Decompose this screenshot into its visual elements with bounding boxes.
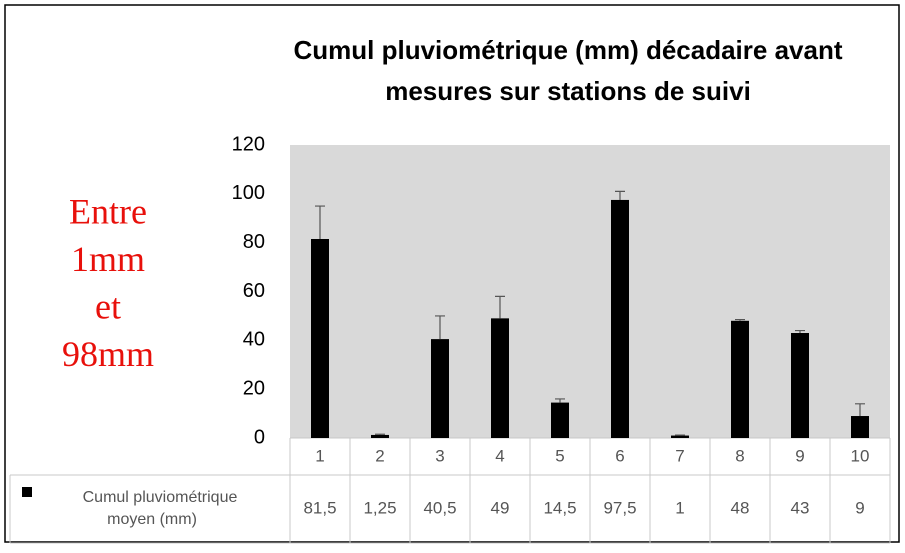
bar [791, 333, 809, 438]
y-tick-label: 120 [232, 133, 265, 155]
annotation: 98mm [62, 334, 154, 374]
x-tick-label: 2 [375, 446, 384, 465]
data-label: 81,5 [303, 498, 336, 517]
y-tick-label: 100 [232, 182, 265, 204]
y-tick-label: 80 [243, 231, 265, 253]
bar [671, 436, 689, 438]
y-tick-label: 40 [243, 329, 265, 351]
bar [371, 435, 389, 438]
data-label: 48 [731, 498, 750, 517]
chart-title: mesures sur stations de suivi [385, 76, 751, 106]
data-label: 1,25 [363, 498, 396, 517]
x-tick-label: 5 [555, 446, 564, 465]
annotation: 1mm [71, 239, 145, 279]
y-tick-label: 60 [243, 280, 265, 302]
x-tick-label: 8 [735, 446, 744, 465]
bar [851, 416, 869, 438]
x-tick-label: 4 [495, 446, 504, 465]
data-label: 97,5 [603, 498, 636, 517]
data-label: 1 [675, 498, 684, 517]
data-label: 9 [855, 498, 864, 517]
x-tick-label: 10 [851, 446, 870, 465]
chart-title: Cumul pluviométrique (mm) décadaire avan… [293, 35, 842, 65]
bar [491, 318, 509, 438]
data-label: 40,5 [423, 498, 456, 517]
bar [611, 200, 629, 438]
bar [551, 403, 569, 438]
x-tick-label: 1 [315, 446, 324, 465]
bar [731, 321, 749, 438]
y-tick-label: 0 [254, 426, 265, 448]
bar [311, 239, 329, 438]
data-label: 43 [791, 498, 810, 517]
data-label: 14,5 [543, 498, 576, 517]
data-label: 49 [491, 498, 510, 517]
x-tick-label: 9 [795, 446, 804, 465]
x-tick-label: 3 [435, 446, 444, 465]
annotation: Entre [69, 191, 147, 231]
annotation: et [95, 286, 121, 326]
bar [431, 339, 449, 438]
legend-key [22, 487, 32, 497]
x-tick-label: 6 [615, 446, 624, 465]
y-tick-label: 20 [243, 377, 265, 399]
x-tick-label: 7 [675, 446, 684, 465]
